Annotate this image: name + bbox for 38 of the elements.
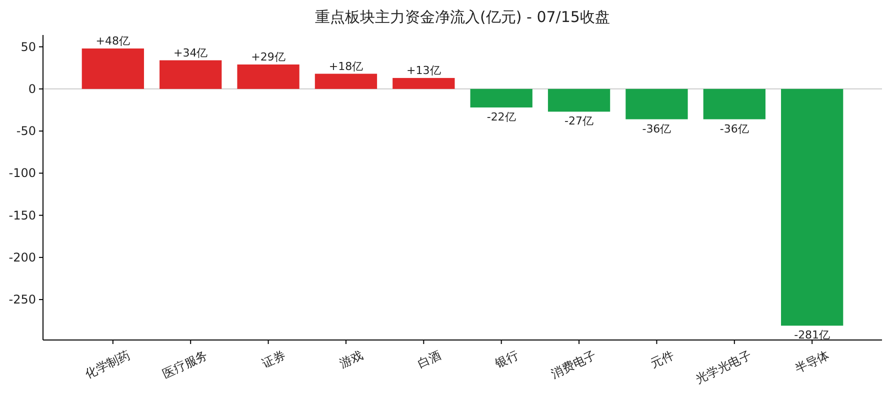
bar [160,60,222,89]
y-tick-label: 50 [20,40,36,54]
data-label: -27亿 [564,114,594,128]
bar [237,64,300,89]
chart-title: 重点板块主力资金净流入(亿元) - 07/15收盘 [315,8,610,26]
bar [470,88,532,108]
data-label: +13亿 [406,64,441,77]
x-tick-label: 医疗服务 [160,348,210,382]
y-tick-label: -250 [8,292,36,307]
data-label: -22亿 [486,110,516,124]
bar [314,74,378,89]
bar [781,88,844,326]
x-tick-label: 游戏 [338,348,366,371]
bar [392,78,455,89]
data-label: -36亿 [720,122,749,136]
bar [82,48,144,89]
data-label: -281亿 [794,328,830,342]
x-tick-label: 半导体 [792,348,832,376]
bar [703,88,766,120]
y-tick-label: -100 [8,166,36,180]
data-label: +29亿 [251,50,286,64]
x-tick-label: 消费电子 [548,348,598,382]
data-label: +34亿 [173,46,208,60]
x-tick-label: 化学制药 [82,348,132,382]
x-tick-label: 元件 [648,348,676,371]
x-tick-label: 白酒 [415,348,443,371]
x-tick-label: 证券 [260,348,288,371]
x-tick-label: 光学光电子 [693,348,754,386]
y-tick-label: -50 [16,124,36,138]
y-tick-label: 0 [28,82,36,96]
data-label: -36亿 [642,122,672,136]
bar [626,88,688,120]
data-label: +18亿 [328,60,364,73]
y-tick-label: -150 [8,208,36,222]
data-label: +48亿 [96,34,130,48]
bar [548,88,610,112]
y-tick-label: -200 [8,250,36,264]
x-tick-label: 银行 [492,348,521,372]
